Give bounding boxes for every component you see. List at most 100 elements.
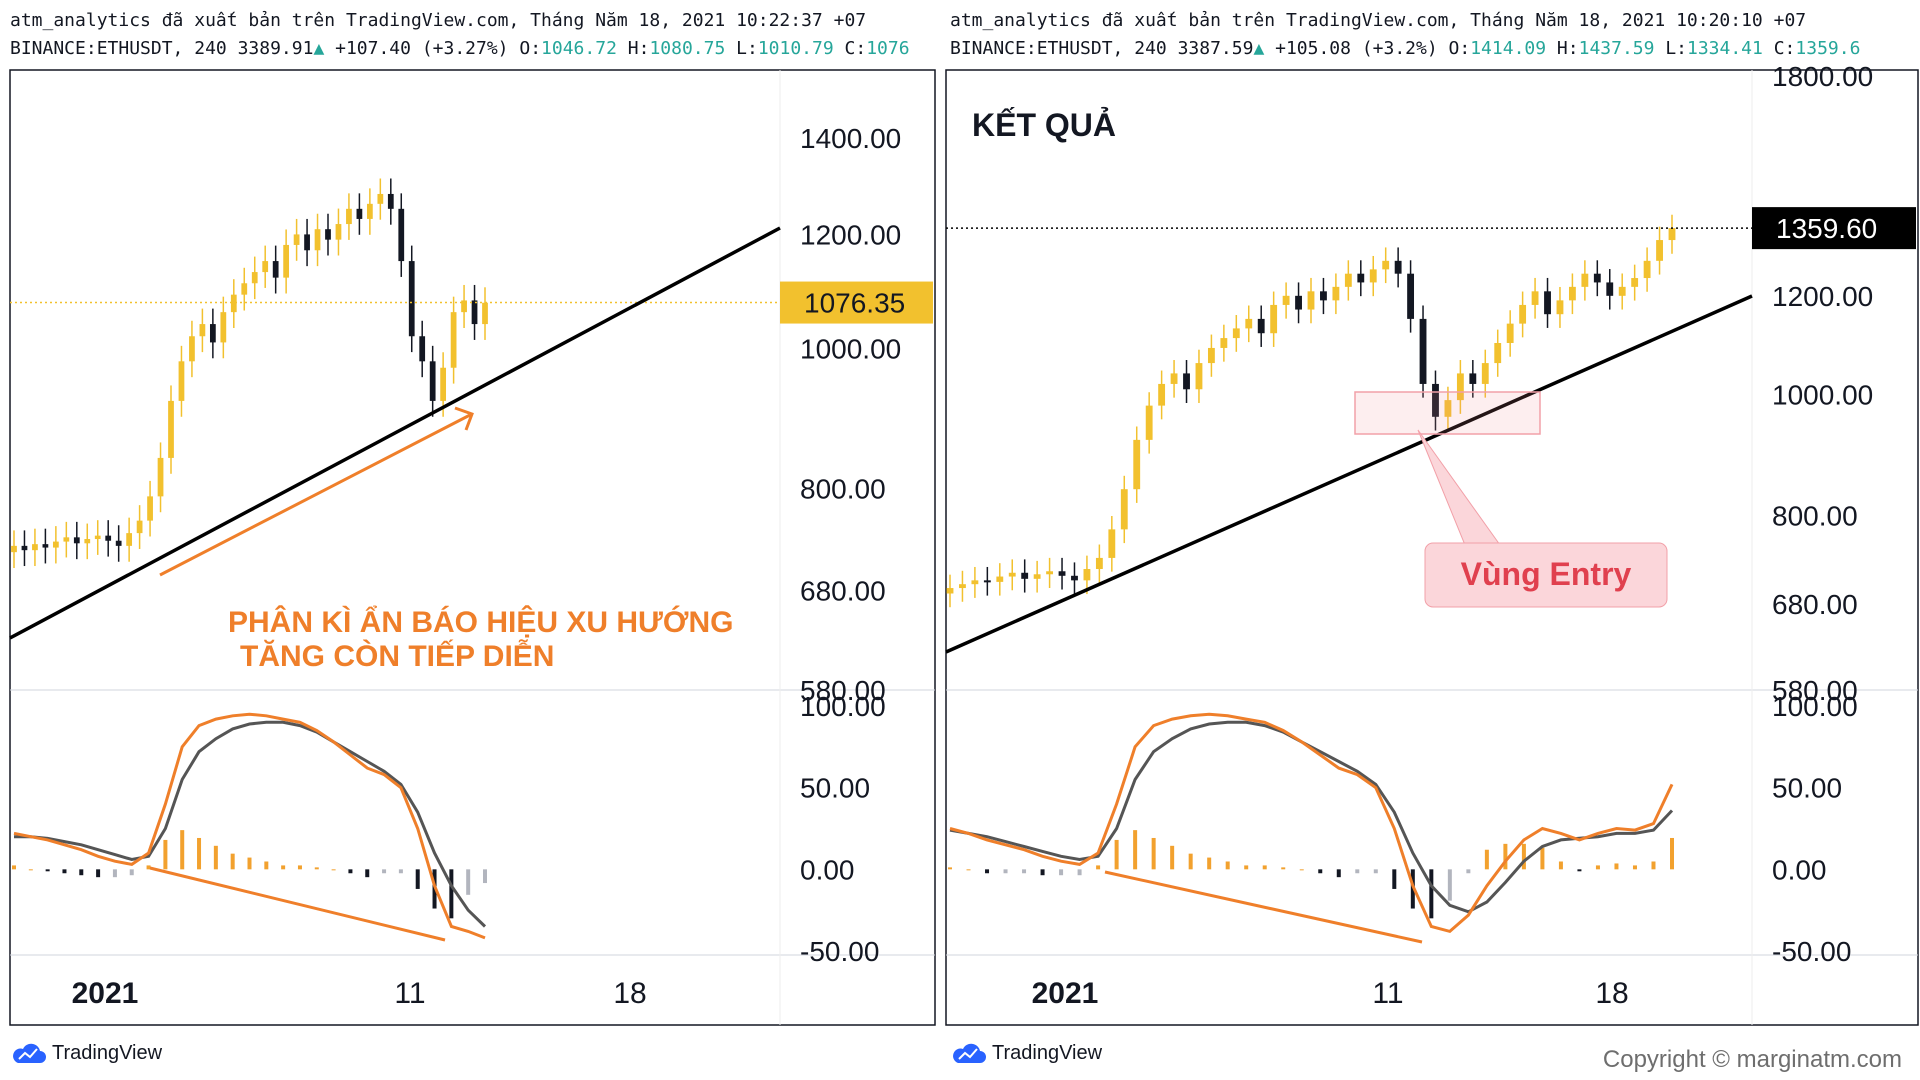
- price-tick-label: 1200.00: [1772, 281, 1873, 312]
- candle-body: [32, 544, 38, 551]
- time-tick-label: 11: [394, 977, 425, 1010]
- macd-histogram-bar: [1595, 865, 1600, 870]
- close-value: 1359.6: [1795, 38, 1861, 59]
- high-value: 1437.59: [1578, 38, 1655, 59]
- price-tag-label: 1359.60: [1776, 213, 1877, 244]
- macd-histogram-bar: [1577, 869, 1582, 872]
- macd-tick-label: 100.00: [800, 691, 886, 722]
- macd-histogram-bar: [415, 869, 420, 889]
- candle-body: [220, 312, 227, 343]
- candle-body: [1568, 286, 1576, 301]
- candle-body: [398, 208, 405, 262]
- macd-histogram-bar: [948, 867, 952, 870]
- candlestick-chart-right[interactable]: 1800.001200.001000.00800.00680.00580.001…: [940, 0, 1920, 1040]
- price-tick-label: 680.00: [1772, 589, 1858, 620]
- price-tick-label: 1000.00: [800, 334, 901, 365]
- candle-body: [450, 312, 457, 368]
- candle-body: [73, 537, 80, 544]
- candle-body: [1295, 295, 1302, 310]
- candle-body: [1245, 318, 1253, 329]
- macd-histogram-bar: [365, 869, 370, 878]
- candle-body: [1531, 291, 1539, 305]
- c-label: C:: [1773, 38, 1796, 59]
- candle-body: [377, 193, 384, 204]
- macd-histogram-bar: [79, 869, 84, 876]
- macd-histogram-bar: [281, 865, 286, 870]
- candle-body: [283, 244, 290, 278]
- candle-body: [94, 535, 101, 540]
- candle-body: [1183, 373, 1190, 390]
- candle-body: [42, 544, 49, 548]
- candle-body: [1506, 323, 1514, 343]
- macd-histogram-bar: [1003, 869, 1008, 874]
- macd-histogram-bar: [1170, 845, 1175, 870]
- macd-histogram-bar: [12, 865, 16, 870]
- candle-body: [1656, 240, 1663, 261]
- entry-zone: [1354, 391, 1541, 435]
- divergence-line: [149, 866, 446, 942]
- header-publish-line: atm_analytics đã xuất bản trên TradingVi…: [950, 10, 1807, 31]
- price-rise-arrow: [159, 413, 471, 577]
- candlestick-chart-left[interactable]: 1400.001200.001000.00800.00680.00580.001…: [0, 0, 940, 1040]
- macd-histogram-bar: [382, 869, 387, 874]
- candle-body: [115, 540, 122, 546]
- chart-frame: [945, 69, 1919, 1026]
- entry-callout: [1424, 542, 1668, 608]
- candle-body: [1207, 347, 1215, 364]
- time-tick-label: 18: [1595, 977, 1628, 1010]
- candle-body: [482, 302, 488, 325]
- macd-histogram-bar: [230, 853, 235, 870]
- candle-body: [1083, 569, 1091, 581]
- macd-tick-label: 0.00: [1772, 854, 1827, 885]
- candle-body: [1643, 260, 1651, 279]
- symbol-info: BINANCE:ETHUSDT, 240 3389.91: [10, 38, 314, 59]
- trend-line: [9, 226, 781, 640]
- candle-body: [1469, 373, 1477, 384]
- tradingview-logo[interactable]: TradingView: [10, 1042, 162, 1065]
- annotation-line2: TĂNG CÒN TIẾP DIỄN: [240, 639, 554, 673]
- divergence-line: [1104, 870, 1423, 944]
- candle-body: [1021, 572, 1029, 579]
- candle-body: [419, 336, 426, 362]
- macd-histogram-bar: [1614, 863, 1619, 870]
- macd-histogram-bar: [1651, 861, 1656, 870]
- macd-tick-label: 50.00: [800, 773, 870, 804]
- candle-body: [1282, 295, 1290, 305]
- macd-histogram-bar: [1632, 865, 1637, 870]
- candle-body: [346, 208, 352, 225]
- macd-histogram-bar: [163, 839, 168, 870]
- result-title: KẾT QUẢ: [972, 107, 1116, 143]
- candle-body: [1008, 572, 1016, 577]
- candle-body: [1382, 260, 1390, 270]
- macd-histogram-bar: [45, 869, 50, 872]
- candle-body: [1593, 273, 1601, 283]
- price-tick-label: 680.00: [800, 575, 886, 606]
- candle-body: [959, 584, 966, 589]
- chart-panel-right: atm_analytics đã xuất bản trên TradingVi…: [940, 0, 1920, 1080]
- macd-histogram-bar: [966, 869, 971, 871]
- candle-body: [971, 580, 979, 585]
- h-label: H:: [627, 38, 650, 59]
- candle-body: [11, 545, 17, 553]
- up-arrow-icon: ▲: [313, 38, 325, 59]
- macd-histogram-bar: [1466, 869, 1471, 874]
- candle-body: [440, 367, 447, 401]
- cloud-icon: [953, 1043, 986, 1063]
- candle-body: [1170, 373, 1178, 384]
- tradingview-logo[interactable]: TradingView: [950, 1042, 1102, 1065]
- macd-histogram-bar: [1188, 853, 1193, 870]
- candle-body: [189, 336, 195, 362]
- candle-body: [84, 539, 91, 544]
- candle-body: [946, 588, 954, 594]
- candle-body: [1494, 342, 1502, 364]
- candle-body: [1071, 575, 1078, 581]
- arrow-head-icon: [454, 406, 474, 431]
- macd-histogram-bar: [1077, 869, 1082, 876]
- candle-body: [983, 580, 991, 583]
- candle-body: [1606, 282, 1614, 296]
- candle-body: [1581, 273, 1589, 287]
- macd-histogram-bar: [398, 869, 403, 874]
- macd-histogram-bar: [264, 861, 269, 870]
- logo-text: TradingView: [52, 1042, 163, 1064]
- macd-tick-label: 100.00: [1772, 691, 1858, 722]
